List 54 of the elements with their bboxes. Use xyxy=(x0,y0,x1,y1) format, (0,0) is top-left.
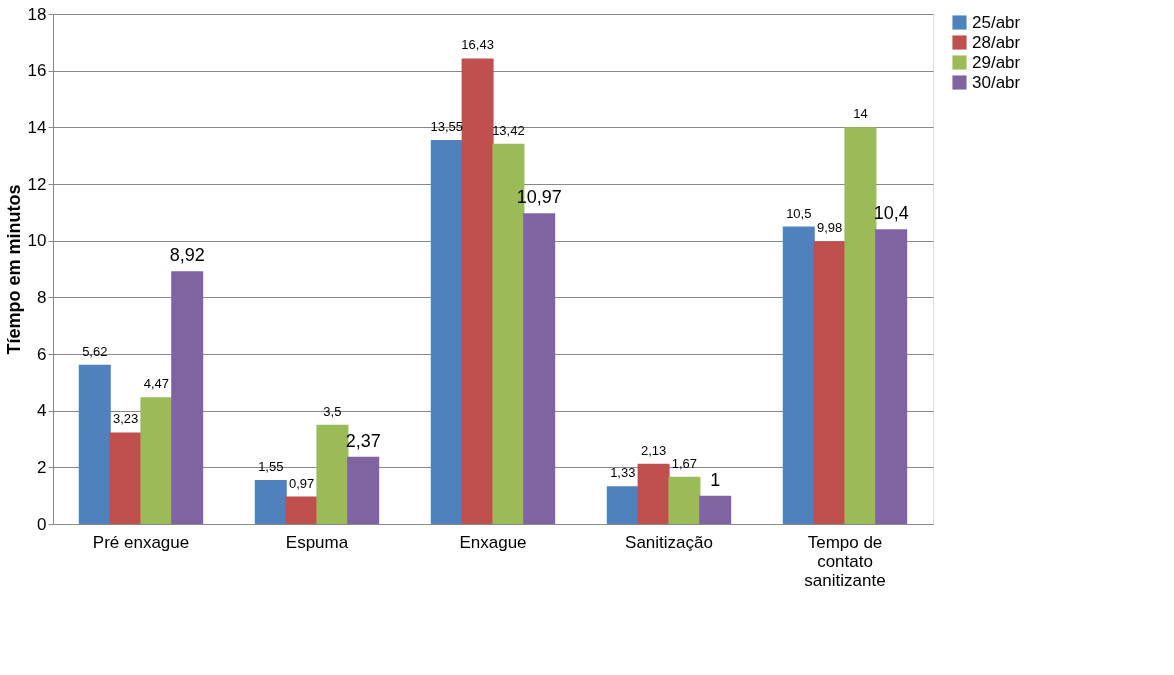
x-tick-label: Tempo de contato sanitizante xyxy=(804,532,886,590)
bar xyxy=(140,397,173,524)
bar xyxy=(813,241,846,524)
bar xyxy=(875,229,908,524)
x-tick-label: Enxague xyxy=(459,532,527,552)
bar xyxy=(430,140,463,524)
data-label: 3,23 xyxy=(112,411,139,427)
bar xyxy=(606,486,639,524)
bar xyxy=(285,496,318,524)
data-label: 10,5 xyxy=(786,205,812,221)
data-label: 1 xyxy=(710,469,721,490)
y-tick-label: 10 xyxy=(27,231,47,251)
data-label: 3,5 xyxy=(323,403,342,419)
data-label: 4,47 xyxy=(143,376,170,392)
data-label: 13,42 xyxy=(492,122,525,138)
y-tick-label: 2 xyxy=(37,457,47,477)
legend-label: 30/abr xyxy=(972,72,1021,92)
y-tick-label: 16 xyxy=(27,61,47,81)
bar xyxy=(254,480,287,524)
bar xyxy=(78,364,111,524)
data-label: 1,33 xyxy=(610,465,636,481)
y-tick-label: 4 xyxy=(37,401,47,421)
y-tick-label: 8 xyxy=(37,287,47,307)
bar xyxy=(523,213,556,524)
y-tick-label: 18 xyxy=(27,4,47,24)
y-tick-label: 12 xyxy=(27,174,47,194)
data-label: 16,43 xyxy=(461,37,494,53)
data-label: 9,98 xyxy=(816,220,843,236)
data-label: 0,97 xyxy=(288,475,315,491)
bar xyxy=(844,127,877,524)
legend-label: 25/abr xyxy=(972,12,1021,32)
bar xyxy=(699,495,732,524)
legend-label: 29/abr xyxy=(972,52,1021,72)
y-axis-title: Tíempo em minutos xyxy=(3,184,24,355)
bar xyxy=(782,226,815,524)
data-label: 1,55 xyxy=(258,459,284,475)
x-tick-label: Espuma xyxy=(285,532,349,552)
y-tick-label: 14 xyxy=(27,117,47,137)
x-tick-label: Sanitização xyxy=(625,532,713,552)
data-label: 1,67 xyxy=(671,455,698,471)
x-tick-label: Pré enxague xyxy=(92,532,190,552)
bar xyxy=(637,463,670,524)
data-label: 14 xyxy=(853,106,868,122)
y-tick-label: 0 xyxy=(37,514,47,534)
bar xyxy=(461,58,494,524)
bar xyxy=(109,432,142,524)
bar xyxy=(668,476,701,524)
bar xyxy=(347,456,380,524)
y-tick-label: 6 xyxy=(37,344,47,364)
data-label: 5,62 xyxy=(82,343,108,359)
data-label: 2,13 xyxy=(640,442,667,458)
bar xyxy=(171,271,204,524)
data-label: 8,92 xyxy=(169,245,205,266)
legend-label: 28/abr xyxy=(972,32,1021,52)
